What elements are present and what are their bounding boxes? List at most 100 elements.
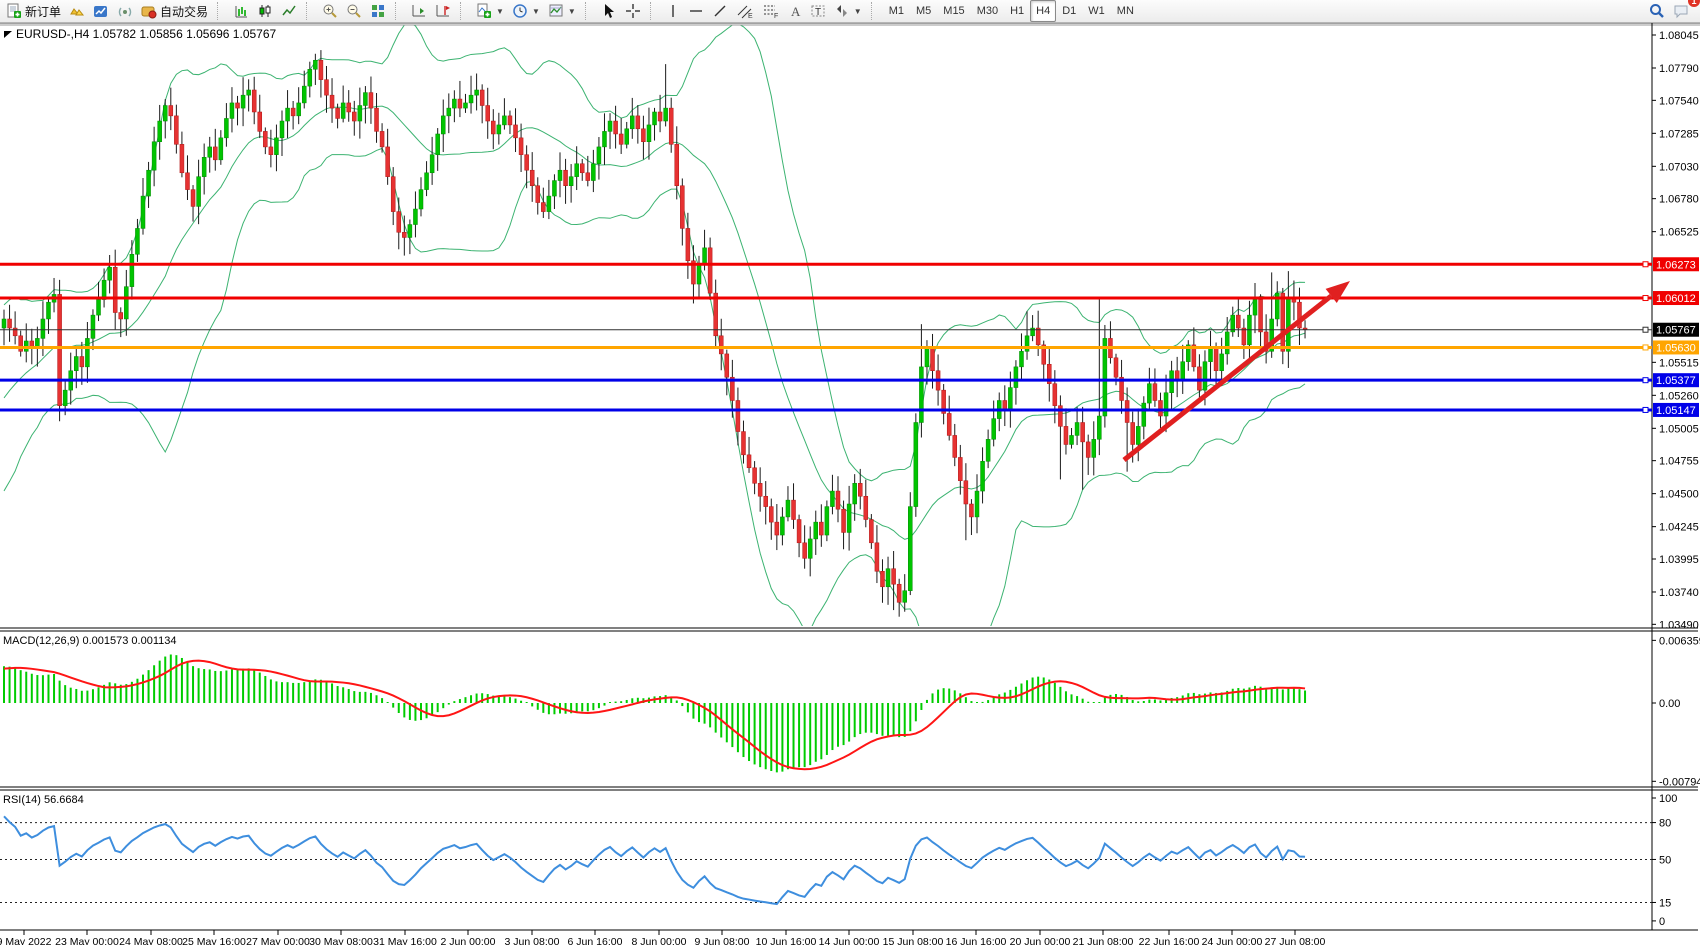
vertical-line-button[interactable] <box>662 0 684 22</box>
indicators-button[interactable]: ▼ <box>472 0 508 22</box>
price-tick-label: 1.05260 <box>1659 390 1699 402</box>
main-toolbar: 新订单 自动交易 ▼ ▼ <box>0 0 1700 23</box>
templates-button[interactable]: ▼ <box>544 0 580 22</box>
timeframe-h1-button[interactable]: H1 <box>1010 5 1025 17</box>
fibonacci-button[interactable]: F <box>758 0 784 22</box>
candle <box>1158 400 1163 417</box>
candle <box>763 495 768 507</box>
autotrade-button[interactable]: 自动交易 <box>137 0 212 22</box>
new-order-button[interactable]: 新订单 <box>2 0 65 22</box>
candle <box>1269 318 1274 352</box>
crosshair-button[interactable] <box>621 0 645 22</box>
timeframe-m1-button[interactable]: M1 <box>888 5 904 17</box>
time-tick-label: 20 Jun 00:00 <box>1010 936 1071 945</box>
candle <box>1236 314 1241 329</box>
candle <box>702 247 707 264</box>
timeframe-d1-button[interactable]: D1 <box>1062 5 1077 17</box>
candle <box>941 389 946 414</box>
text-button[interactable]: A <box>784 0 806 22</box>
signals-button[interactable] <box>113 0 137 22</box>
time-tick-label: 3 Jun 08:00 <box>505 936 560 945</box>
candle <box>40 318 46 339</box>
chart-shift-button[interactable] <box>431 0 455 22</box>
candle <box>1263 331 1269 352</box>
candle <box>602 131 607 148</box>
candle <box>196 176 201 207</box>
candle <box>518 137 524 155</box>
candle <box>1213 348 1219 371</box>
equidistant-channel-button[interactable]: E <box>732 0 758 22</box>
candle <box>90 314 96 339</box>
zoom-out-button[interactable] <box>342 0 366 22</box>
timeframe-w1-button[interactable]: W1 <box>1088 5 1105 17</box>
search-icon <box>1650 4 1664 18</box>
search-button[interactable] <box>1645 0 1669 22</box>
candle <box>157 120 162 142</box>
price-line-label <box>1653 373 1699 388</box>
candle <box>713 292 718 337</box>
candle <box>991 418 996 440</box>
line-anchor-marker <box>1642 326 1649 333</box>
candle <box>413 208 418 225</box>
timeframe-m5-button[interactable]: M5 <box>916 5 932 17</box>
candle <box>407 224 413 238</box>
candle <box>1119 376 1124 401</box>
notifications-button[interactable]: 1 <box>1669 0 1700 22</box>
line-anchor-marker <box>1642 261 1649 268</box>
chart-menu-triangle[interactable] <box>4 31 12 38</box>
candlestick-icon <box>259 5 271 17</box>
candle <box>724 353 730 378</box>
timeframe-m30-button[interactable]: M30 <box>976 5 999 17</box>
price-tick-label: 1.06780 <box>1659 194 1699 206</box>
candle <box>1019 351 1024 368</box>
timeframe-m15-button[interactable]: M15 <box>943 5 965 17</box>
candle <box>1113 357 1119 378</box>
candle <box>802 542 807 559</box>
candlestick-mode-button[interactable] <box>253 0 277 22</box>
candle <box>474 89 479 96</box>
candle <box>1302 327 1308 330</box>
candle <box>402 232 407 238</box>
candle <box>863 495 869 520</box>
trendline-button[interactable] <box>708 0 732 22</box>
line-chart-mode-button[interactable] <box>277 0 301 22</box>
candle <box>263 131 268 148</box>
candle <box>301 85 307 104</box>
arrows-button[interactable]: ▼ <box>830 0 866 22</box>
zoom-in-button[interactable] <box>318 0 342 22</box>
clock-icon <box>513 4 527 18</box>
horizontal-line-button[interactable] <box>684 0 708 22</box>
cursor-button[interactable] <box>597 0 621 22</box>
time-axis[interactable]: 9 May 2022 23 May 00:00 24 May 08:00 25 May… <box>0 930 1326 945</box>
candle <box>980 461 985 492</box>
candle <box>162 105 168 122</box>
candle <box>735 400 741 432</box>
candle <box>168 105 174 117</box>
text-label-button[interactable]: T <box>806 0 830 22</box>
gold-symbols-button[interactable] <box>65 0 89 22</box>
toolbar-separator <box>870 2 878 20</box>
timeframe-h4-button[interactable]: H4 <box>1030 0 1057 22</box>
market-watch-button[interactable] <box>89 0 113 22</box>
trend-arrow-annotation[interactable] <box>1122 281 1350 462</box>
candle <box>1035 327 1041 346</box>
candle <box>418 189 424 210</box>
rsi-tick-label: 0 <box>1659 916 1665 928</box>
bar-chart-mode-button[interactable] <box>229 0 253 22</box>
tile-windows-button[interactable] <box>366 0 390 22</box>
svg-text:1.05377: 1.05377 <box>1656 375 1696 387</box>
candle <box>718 335 724 355</box>
auto-scroll-button[interactable] <box>407 0 431 22</box>
new-order-label: 新订单 <box>25 4 62 19</box>
candle <box>179 144 185 174</box>
candle <box>674 144 680 186</box>
periods-button[interactable]: ▼ <box>508 0 544 22</box>
candle <box>118 312 124 320</box>
timeframe-mn-button[interactable]: MN <box>1116 5 1134 17</box>
candle <box>357 105 363 122</box>
macd-panel <box>3 654 1307 773</box>
candle <box>513 124 518 139</box>
candle <box>12 327 18 337</box>
candle <box>546 195 552 212</box>
